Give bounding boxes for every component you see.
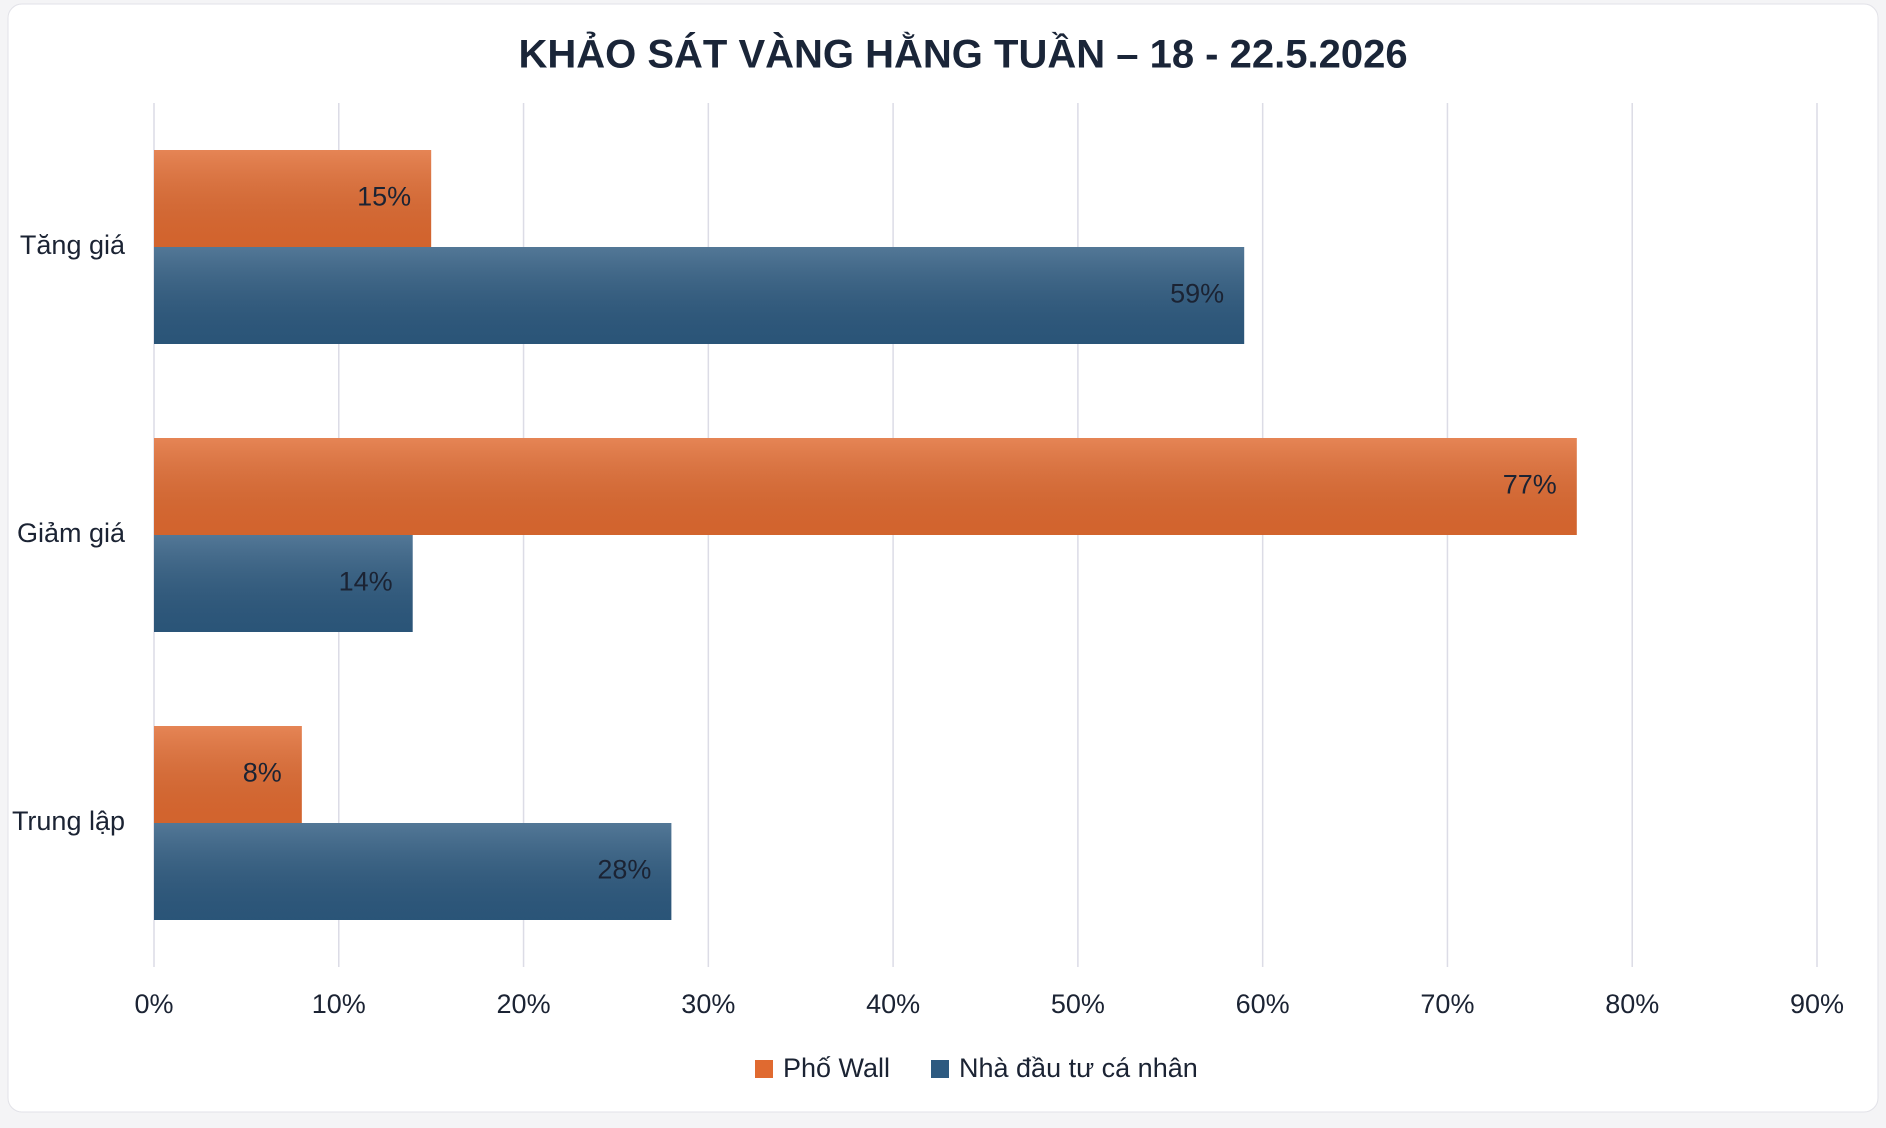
x-tick-label: 40% xyxy=(866,989,920,1019)
legend-label: Nhà đầu tư cá nhân xyxy=(959,1053,1198,1083)
bar-sheen xyxy=(154,823,672,920)
bar-sheen xyxy=(154,535,413,632)
x-tick-label: 0% xyxy=(134,989,173,1019)
value-label: 59% xyxy=(1170,279,1224,309)
x-tick-label: 60% xyxy=(1236,989,1290,1019)
x-tick-label: 10% xyxy=(312,989,366,1019)
y-tick-label: Giảm giá xyxy=(17,518,126,548)
x-tick-label: 80% xyxy=(1605,989,1659,1019)
x-tick-label: 30% xyxy=(681,989,735,1019)
x-tick-label: 50% xyxy=(1051,989,1105,1019)
legend-label: Phố Wall xyxy=(783,1053,890,1083)
value-label: 14% xyxy=(339,567,393,597)
value-label: 28% xyxy=(597,855,651,885)
legend-swatch xyxy=(931,1060,949,1078)
value-label: 8% xyxy=(243,758,282,788)
value-label: 15% xyxy=(357,182,411,212)
x-tick-label: 90% xyxy=(1790,989,1844,1019)
bar-sheen xyxy=(154,726,302,823)
chart-title: KHẢO SÁT VÀNG HẰNG TUẦN – 18 - 22.5.2026 xyxy=(518,31,1407,77)
bar-sheen xyxy=(154,438,1577,535)
value-label: 77% xyxy=(1503,470,1557,500)
bar-sheen xyxy=(154,150,432,247)
legend-swatch xyxy=(755,1060,773,1078)
x-tick-label: 70% xyxy=(1420,989,1474,1019)
x-tick-label: 20% xyxy=(497,989,551,1019)
y-tick-label: Trung lập xyxy=(12,806,125,836)
bar-sheen xyxy=(154,247,1245,344)
y-tick-label: Tăng giá xyxy=(20,230,126,260)
